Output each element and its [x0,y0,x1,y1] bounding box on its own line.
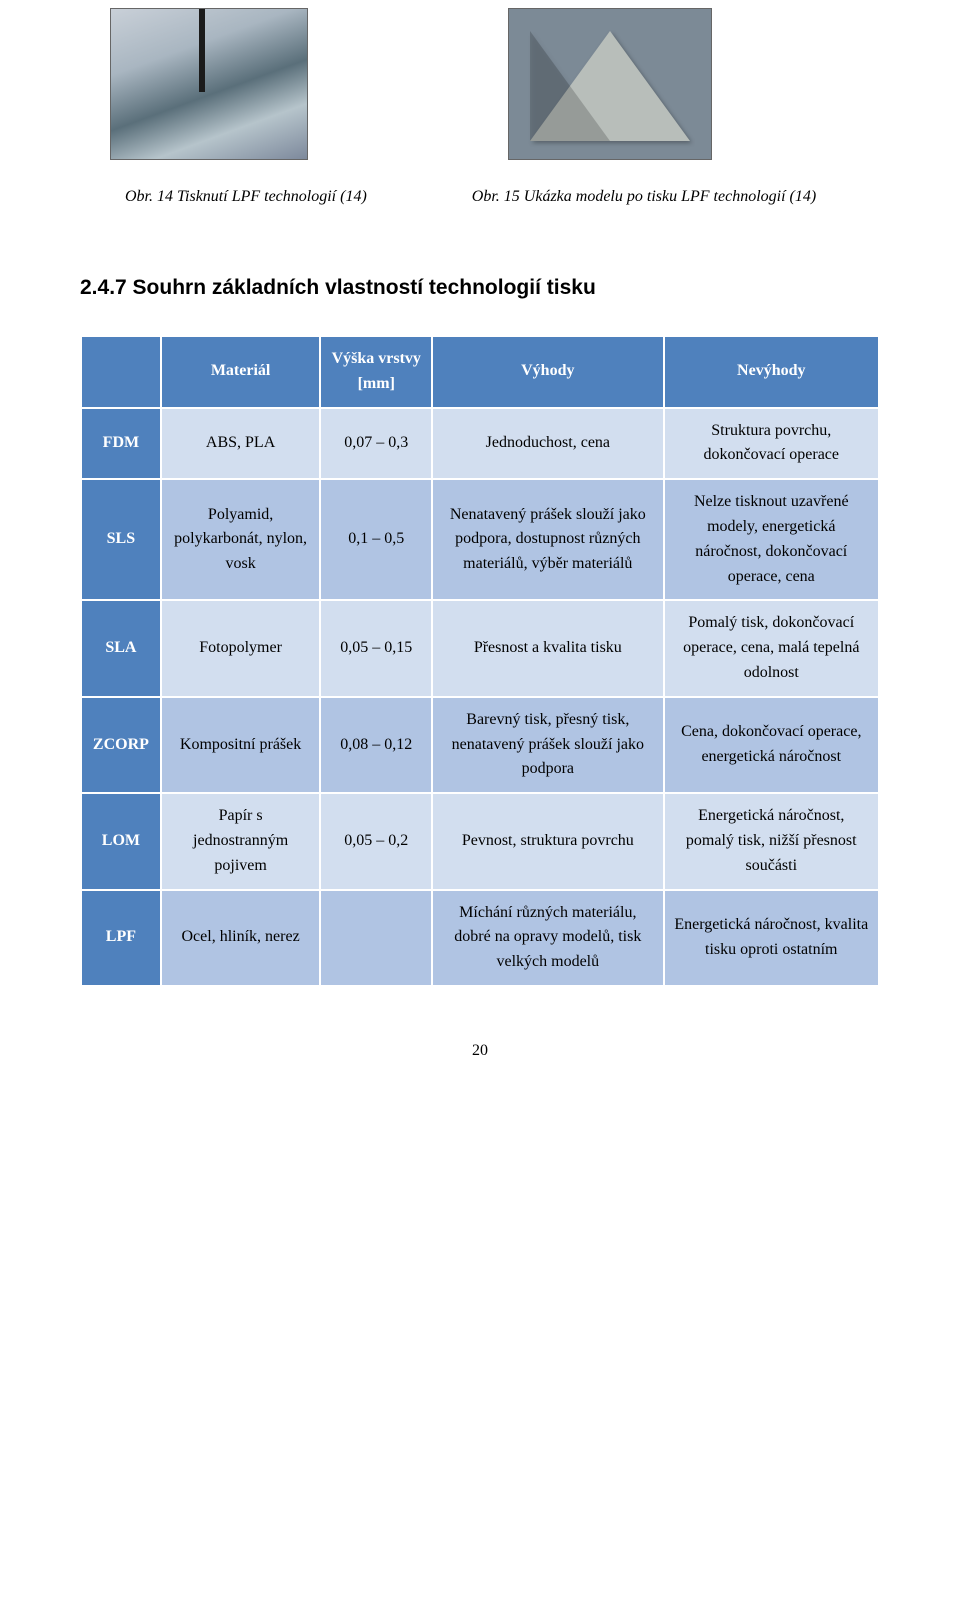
row-layer: 0,08 – 0,12 [320,697,432,793]
caption-row: Obr. 14 Tisknutí LPF technologií (14) Ob… [80,188,880,206]
row-material: Ocel, hliník, nerez [161,890,321,986]
table-row: SLA Fotopolymer 0,05 – 0,15 Přesnost a k… [81,600,879,696]
figure-row [80,0,880,160]
technology-table: Materiál Výška vrstvy [mm] Výhody Nevýho… [80,335,880,987]
row-material: ABS, PLA [161,408,321,480]
pyramid-shape [530,31,690,141]
row-code: SLA [81,600,161,696]
row-code: FDM [81,408,161,480]
row-disadvantages: Energetická náročnost, kvalita tisku opr… [664,890,879,986]
row-code: LOM [81,793,161,889]
figure-15-image [508,8,712,160]
row-advantages: Jednoduchost, cena [432,408,663,480]
row-material: Papír s jednostranným pojivem [161,793,321,889]
section-heading: 2.4.7 Souhrn základních vlastností techn… [80,276,880,300]
row-advantages: Barevný tisk, přesný tisk, nenatavený pr… [432,697,663,793]
row-material: Polyamid, polykarbonát, nylon, vosk [161,479,321,600]
row-layer: 0,05 – 0,15 [320,600,432,696]
row-disadvantages: Cena, dokončovací operace, energetická n… [664,697,879,793]
row-code: ZCORP [81,697,161,793]
table-row: LPF Ocel, hliník, nerez Míchání různých … [81,890,879,986]
table-row: ZCORP Kompositní prášek 0,08 – 0,12 Bare… [81,697,879,793]
row-advantages: Nenatavený prášek slouží jako podpora, d… [432,479,663,600]
row-material: Fotopolymer [161,600,321,696]
row-layer [320,890,432,986]
row-code: SLS [81,479,161,600]
page-number: 20 [80,1042,880,1060]
row-disadvantages: Nelze tisknout uzavřené modely, energeti… [664,479,879,600]
row-disadvantages: Pomalý tisk, dokončovací operace, cena, … [664,600,879,696]
figure-14-caption: Obr. 14 Tisknutí LPF technologií (14) [125,188,367,206]
row-disadvantages: Struktura povrchu, dokončovací operace [664,408,879,480]
row-layer: 0,05 – 0,2 [320,793,432,889]
figure-15-caption: Obr. 15 Ukázka modelu po tisku LPF techn… [472,188,816,206]
table-row: FDM ABS, PLA 0,07 – 0,3 Jednoduchost, ce… [81,408,879,480]
table-row: LOM Papír s jednostranným pojivem 0,05 –… [81,793,879,889]
header-blank [81,336,161,408]
row-material: Kompositní prášek [161,697,321,793]
row-advantages: Pevnost, struktura povrchu [432,793,663,889]
table-row: SLS Polyamid, polykarbonát, nylon, vosk … [81,479,879,600]
document-page: Obr. 14 Tisknutí LPF technologií (14) Ob… [0,0,960,1100]
row-layer: 0,1 – 0,5 [320,479,432,600]
header-material: Materiál [161,336,321,408]
row-advantages: Přesnost a kvalita tisku [432,600,663,696]
row-disadvantages: Energetická náročnost, pomalý tisk, nižš… [664,793,879,889]
header-disadvantages: Nevýhody [664,336,879,408]
row-advantages: Míchání různých materiálu, dobré na opra… [432,890,663,986]
row-layer: 0,07 – 0,3 [320,408,432,480]
figure-14-image [110,8,308,160]
header-advantages: Výhody [432,336,663,408]
row-code: LPF [81,890,161,986]
header-layer: Výška vrstvy [mm] [320,336,432,408]
table-header-row: Materiál Výška vrstvy [mm] Výhody Nevýho… [81,336,879,408]
